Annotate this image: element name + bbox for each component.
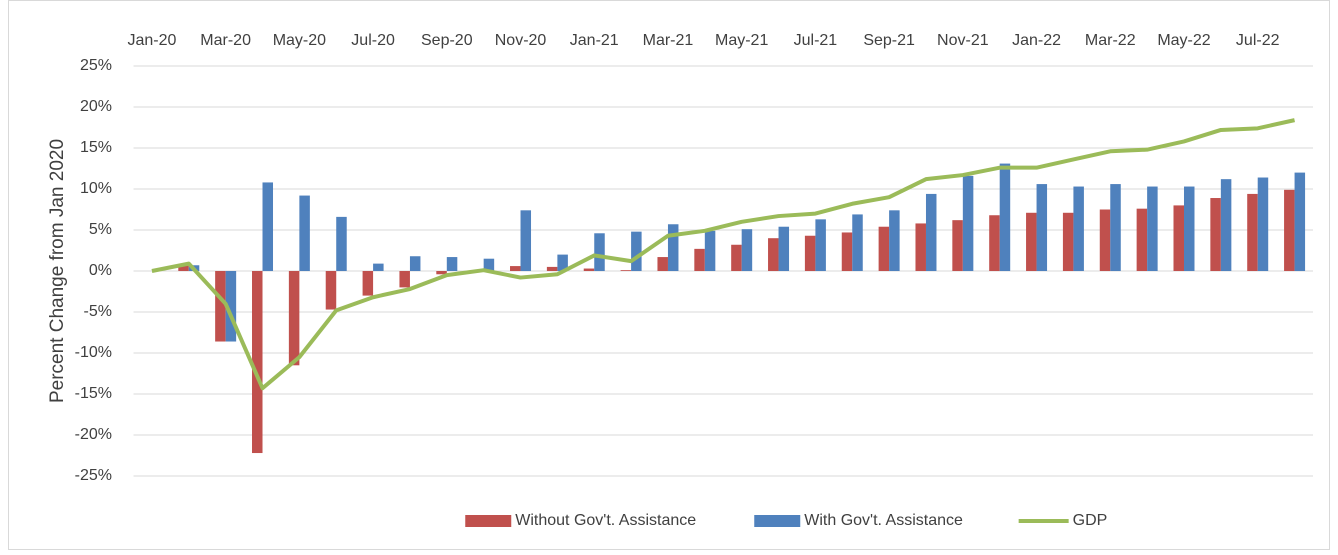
bar (299, 195, 310, 271)
bar (399, 271, 410, 288)
bar (694, 248, 705, 271)
legend-label: With Gov't. Assistance (804, 512, 963, 529)
bar (620, 270, 632, 271)
bar (667, 224, 679, 271)
bar (815, 219, 826, 271)
bar (804, 235, 816, 271)
bar (704, 230, 716, 271)
bar (925, 193, 937, 271)
x-tick-label: Jan-22 (1012, 32, 1061, 49)
bar (778, 226, 790, 271)
bar (252, 271, 263, 454)
x-tick-label: Jul-21 (794, 32, 838, 49)
bar (1026, 212, 1037, 271)
y-axis-title: Percent Change from Jan 2020 (47, 139, 68, 403)
bar (1036, 184, 1048, 271)
bar (962, 175, 974, 271)
bar (1136, 208, 1148, 271)
bar (583, 268, 595, 271)
bar (1284, 189, 1295, 271)
bar (1099, 209, 1111, 271)
bar (768, 238, 779, 271)
y-tick-label: 0% (89, 262, 112, 279)
x-tick-label: Jan-21 (570, 32, 619, 49)
bar (889, 210, 900, 271)
bar (325, 271, 337, 310)
x-tick-label: Mar-20 (200, 32, 251, 49)
bar (336, 216, 347, 271)
x-tick-label: Jul-20 (351, 32, 395, 49)
x-tick-label: Jul-22 (1236, 32, 1280, 49)
x-tick-label: Jan-20 (127, 32, 176, 49)
bar (446, 257, 458, 271)
bar (288, 271, 300, 366)
bar (1220, 179, 1232, 271)
bar (409, 256, 421, 271)
y-tick-label: -25% (75, 467, 112, 484)
bar (878, 226, 890, 271)
legend-label: GDP (1073, 512, 1108, 529)
line (151, 118, 1296, 391)
legend-label: Without Gov't. Assistance (515, 512, 696, 529)
x-tick-label: May-20 (273, 32, 326, 49)
bar (178, 265, 189, 271)
y-tick-label: -20% (75, 426, 112, 443)
bar (999, 163, 1011, 271)
bar (741, 229, 753, 271)
bar (1257, 177, 1269, 271)
bar (1294, 172, 1306, 271)
x-tick-label: Mar-22 (1085, 32, 1136, 49)
x-tick-label: Sep-20 (421, 32, 473, 49)
bar (1247, 193, 1258, 271)
y-tick-label: 5% (89, 221, 112, 238)
chart-border (8, 0, 1330, 550)
bar (952, 220, 963, 271)
bar (373, 263, 384, 271)
bar (225, 271, 237, 342)
bar (731, 244, 742, 271)
bar (436, 271, 447, 275)
bar (1173, 205, 1184, 271)
y-tick-label: -5% (84, 303, 112, 320)
x-tick-label: Nov-20 (495, 32, 547, 49)
y-tick-label: 25% (80, 57, 112, 74)
legend-swatch (754, 515, 801, 527)
bar (362, 271, 374, 296)
x-tick-label: May-22 (1157, 32, 1210, 49)
bar (915, 223, 926, 271)
bar (841, 232, 853, 271)
bar (483, 258, 495, 271)
y-tick-label: -15% (75, 385, 112, 402)
y-tick-label: 15% (80, 139, 112, 156)
bar (510, 266, 521, 271)
bar (1062, 212, 1074, 271)
bar (1110, 184, 1121, 271)
bar (989, 215, 1000, 271)
bar (557, 254, 568, 271)
bar (1210, 198, 1221, 271)
legend-swatch (465, 515, 512, 527)
bar (215, 271, 226, 342)
x-tick-label: Nov-21 (937, 32, 989, 49)
bar (262, 182, 274, 271)
bar (1147, 186, 1158, 271)
y-tick-label: 20% (80, 98, 112, 115)
x-tick-label: May-21 (715, 32, 768, 49)
bar (852, 214, 863, 271)
y-tick-label: -10% (75, 344, 112, 361)
bar (1183, 186, 1195, 271)
x-tick-label: Sep-21 (863, 32, 915, 49)
bar (1073, 186, 1084, 271)
x-tick-label: Mar-21 (643, 32, 694, 49)
bar (546, 266, 558, 271)
y-tick-label: 10% (80, 180, 112, 197)
bar (657, 257, 668, 271)
bar (594, 233, 605, 271)
bar (520, 210, 532, 271)
legend: Without Gov't. Assistance With Gov't. Ass… (465, 512, 1107, 529)
bar (631, 231, 642, 271)
